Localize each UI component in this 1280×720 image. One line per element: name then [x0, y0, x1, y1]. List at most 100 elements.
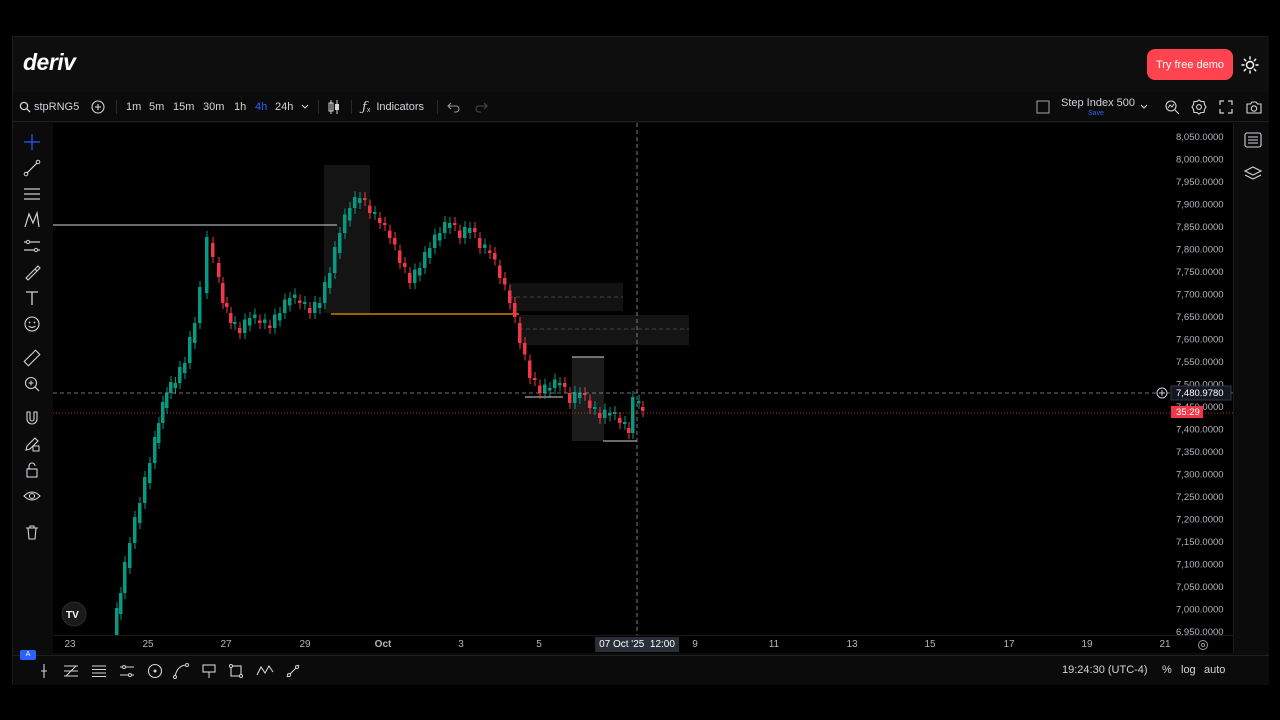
- interval-4h[interactable]: 4h: [255, 101, 268, 113]
- channel-icon[interactable]: [119, 663, 135, 679]
- drawing-toolbar: [13, 123, 51, 653]
- trash-icon[interactable]: [23, 523, 41, 541]
- interval-30m[interactable]: 30m: [203, 101, 225, 113]
- candle-body: [433, 234, 437, 248]
- candles-group: [115, 191, 645, 635]
- candle-body: [338, 233, 342, 253]
- candle-body: [523, 343, 527, 355]
- app-window: deriv Try free demo stpRNG5 1m 5m 15m 30…: [12, 36, 1269, 685]
- price-chart[interactable]: 8,050.0000 8,000.0000 7,950.0000 7,900.0000…: [53, 123, 1233, 635]
- interval-1m[interactable]: 1m: [126, 101, 142, 113]
- candle-body: [398, 250, 402, 263]
- callout-tool-icon[interactable]: [201, 663, 217, 679]
- percent-toggle[interactable]: %: [1162, 664, 1172, 676]
- candle-body: [533, 378, 537, 380]
- redo-icon[interactable]: [474, 101, 488, 113]
- try-free-demo-button[interactable]: Try free demo: [1147, 49, 1233, 80]
- candle-body: [253, 314, 257, 318]
- theme-toggle-icon[interactable]: [1241, 56, 1259, 74]
- candle-body: [383, 223, 387, 225]
- watchlist-icon[interactable]: [1244, 131, 1262, 149]
- chevron-down-icon[interactable]: [301, 104, 309, 110]
- layers-icon[interactable]: [1244, 165, 1262, 183]
- candle-body: [553, 379, 557, 388]
- candle-body: [115, 608, 119, 635]
- candle-body: [623, 422, 627, 424]
- time-axis[interactable]: 23 25 27 29 Oct 3 5 07 Oct '25 12:00 9 1…: [53, 635, 1233, 653]
- market-name[interactable]: Step Index 500: [1061, 97, 1136, 109]
- channel-tool-icon[interactable]: [23, 237, 41, 255]
- candle-body: [173, 383, 177, 388]
- candle-body: [428, 248, 432, 258]
- brush-tool-icon[interactable]: [23, 263, 41, 281]
- fullscreen-icon[interactable]: [1219, 100, 1233, 114]
- market-save-label[interactable]: Save: [1088, 109, 1104, 117]
- deriv-logo[interactable]: deriv: [23, 49, 76, 75]
- candle-body: [165, 393, 169, 408]
- function-icon: ƒ: [362, 99, 367, 115]
- wave-tool-icon[interactable]: [256, 663, 274, 679]
- interval-24h[interactable]: 24h: [275, 101, 294, 113]
- market-checkbox-icon[interactable]: [1036, 100, 1050, 114]
- supply-zone-box[interactable]: [324, 165, 370, 313]
- range-zone-box[interactable]: [572, 357, 604, 441]
- candle-body: [478, 238, 482, 248]
- candle-body: [388, 230, 392, 238]
- candle-body: [298, 300, 302, 303]
- emoji-tool-icon[interactable]: [23, 315, 41, 333]
- magnet-icon[interactable]: [23, 409, 41, 427]
- right-sidebar: [1233, 123, 1269, 653]
- trend-line-icon[interactable]: [23, 159, 41, 177]
- crosshair-cursor-icon[interactable]: [23, 133, 41, 151]
- language-badge[interactable]: A: [20, 650, 36, 660]
- chart-canvas[interactable]: 8,050.0000 8,000.0000 7,950.0000 7,900.0000…: [53, 123, 1233, 635]
- interval-1h[interactable]: 1h: [234, 101, 247, 113]
- curve-tool-icon[interactable]: [173, 663, 189, 679]
- order-block-box-2[interactable]: [519, 315, 689, 345]
- fib-retracement-icon[interactable]: [63, 663, 79, 679]
- interval-5m[interactable]: 5m: [149, 101, 165, 113]
- candle-body: [543, 384, 547, 393]
- rectangle-tool-icon[interactable]: [228, 663, 244, 679]
- candle-body: [558, 383, 562, 386]
- ray-tool-icon[interactable]: [285, 663, 301, 679]
- market-chevron-icon[interactable]: [1140, 104, 1148, 110]
- price-axis[interactable]: 8,050.0000 8,000.0000 7,950.0000 7,900.0000…: [1176, 132, 1224, 635]
- screenshot-camera-icon[interactable]: [1246, 100, 1262, 114]
- parallel-lines-icon[interactable]: [91, 663, 107, 679]
- candle-type-icon[interactable]: [327, 99, 341, 115]
- eye-visibility-icon[interactable]: [23, 487, 41, 505]
- auto-toggle[interactable]: auto: [1204, 664, 1226, 676]
- chart-analysis-icon[interactable]: [1164, 99, 1180, 115]
- y-tick-label: 7,350.0000: [1176, 447, 1224, 458]
- candle-body: [293, 294, 297, 298]
- symbol-search[interactable]: stpRNG5: [19, 92, 79, 122]
- candle-body: [229, 313, 233, 323]
- draw-lock-pencil-icon[interactable]: [23, 435, 41, 453]
- lock-icon[interactable]: [23, 461, 41, 479]
- y-tick-label: 7,150.0000: [1176, 537, 1224, 548]
- y-tick-label: 6,950.0000: [1176, 627, 1224, 635]
- log-toggle[interactable]: log: [1181, 664, 1196, 676]
- axis-settings-icon[interactable]: [1197, 639, 1209, 651]
- zoom-in-icon[interactable]: [23, 375, 41, 393]
- candle-body: [217, 263, 221, 277]
- candle-body: [568, 393, 572, 403]
- settings-gear-icon[interactable]: [1191, 99, 1207, 115]
- circle-tool-icon[interactable]: [147, 663, 163, 679]
- ruler-measure-icon[interactable]: [23, 349, 41, 367]
- horizontal-lines-icon[interactable]: [23, 185, 41, 203]
- text-tool-icon[interactable]: [23, 289, 41, 307]
- clock-time[interactable]: 19:24:30 (UTC-4): [1062, 664, 1148, 676]
- interval-15m[interactable]: 15m: [173, 101, 195, 113]
- add-alert-plus-icon[interactable]: [1156, 387, 1168, 399]
- candle-body: [368, 205, 372, 213]
- compare-add-icon[interactable]: [91, 100, 105, 114]
- last-price-tag: 35:29: [1171, 406, 1203, 418]
- tradingview-logo[interactable]: TV: [61, 601, 87, 627]
- pattern-tool-icon[interactable]: [23, 211, 41, 229]
- candle-body: [128, 543, 132, 568]
- undo-icon[interactable]: [447, 101, 461, 113]
- timeframe-marker-icon[interactable]: [37, 663, 51, 679]
